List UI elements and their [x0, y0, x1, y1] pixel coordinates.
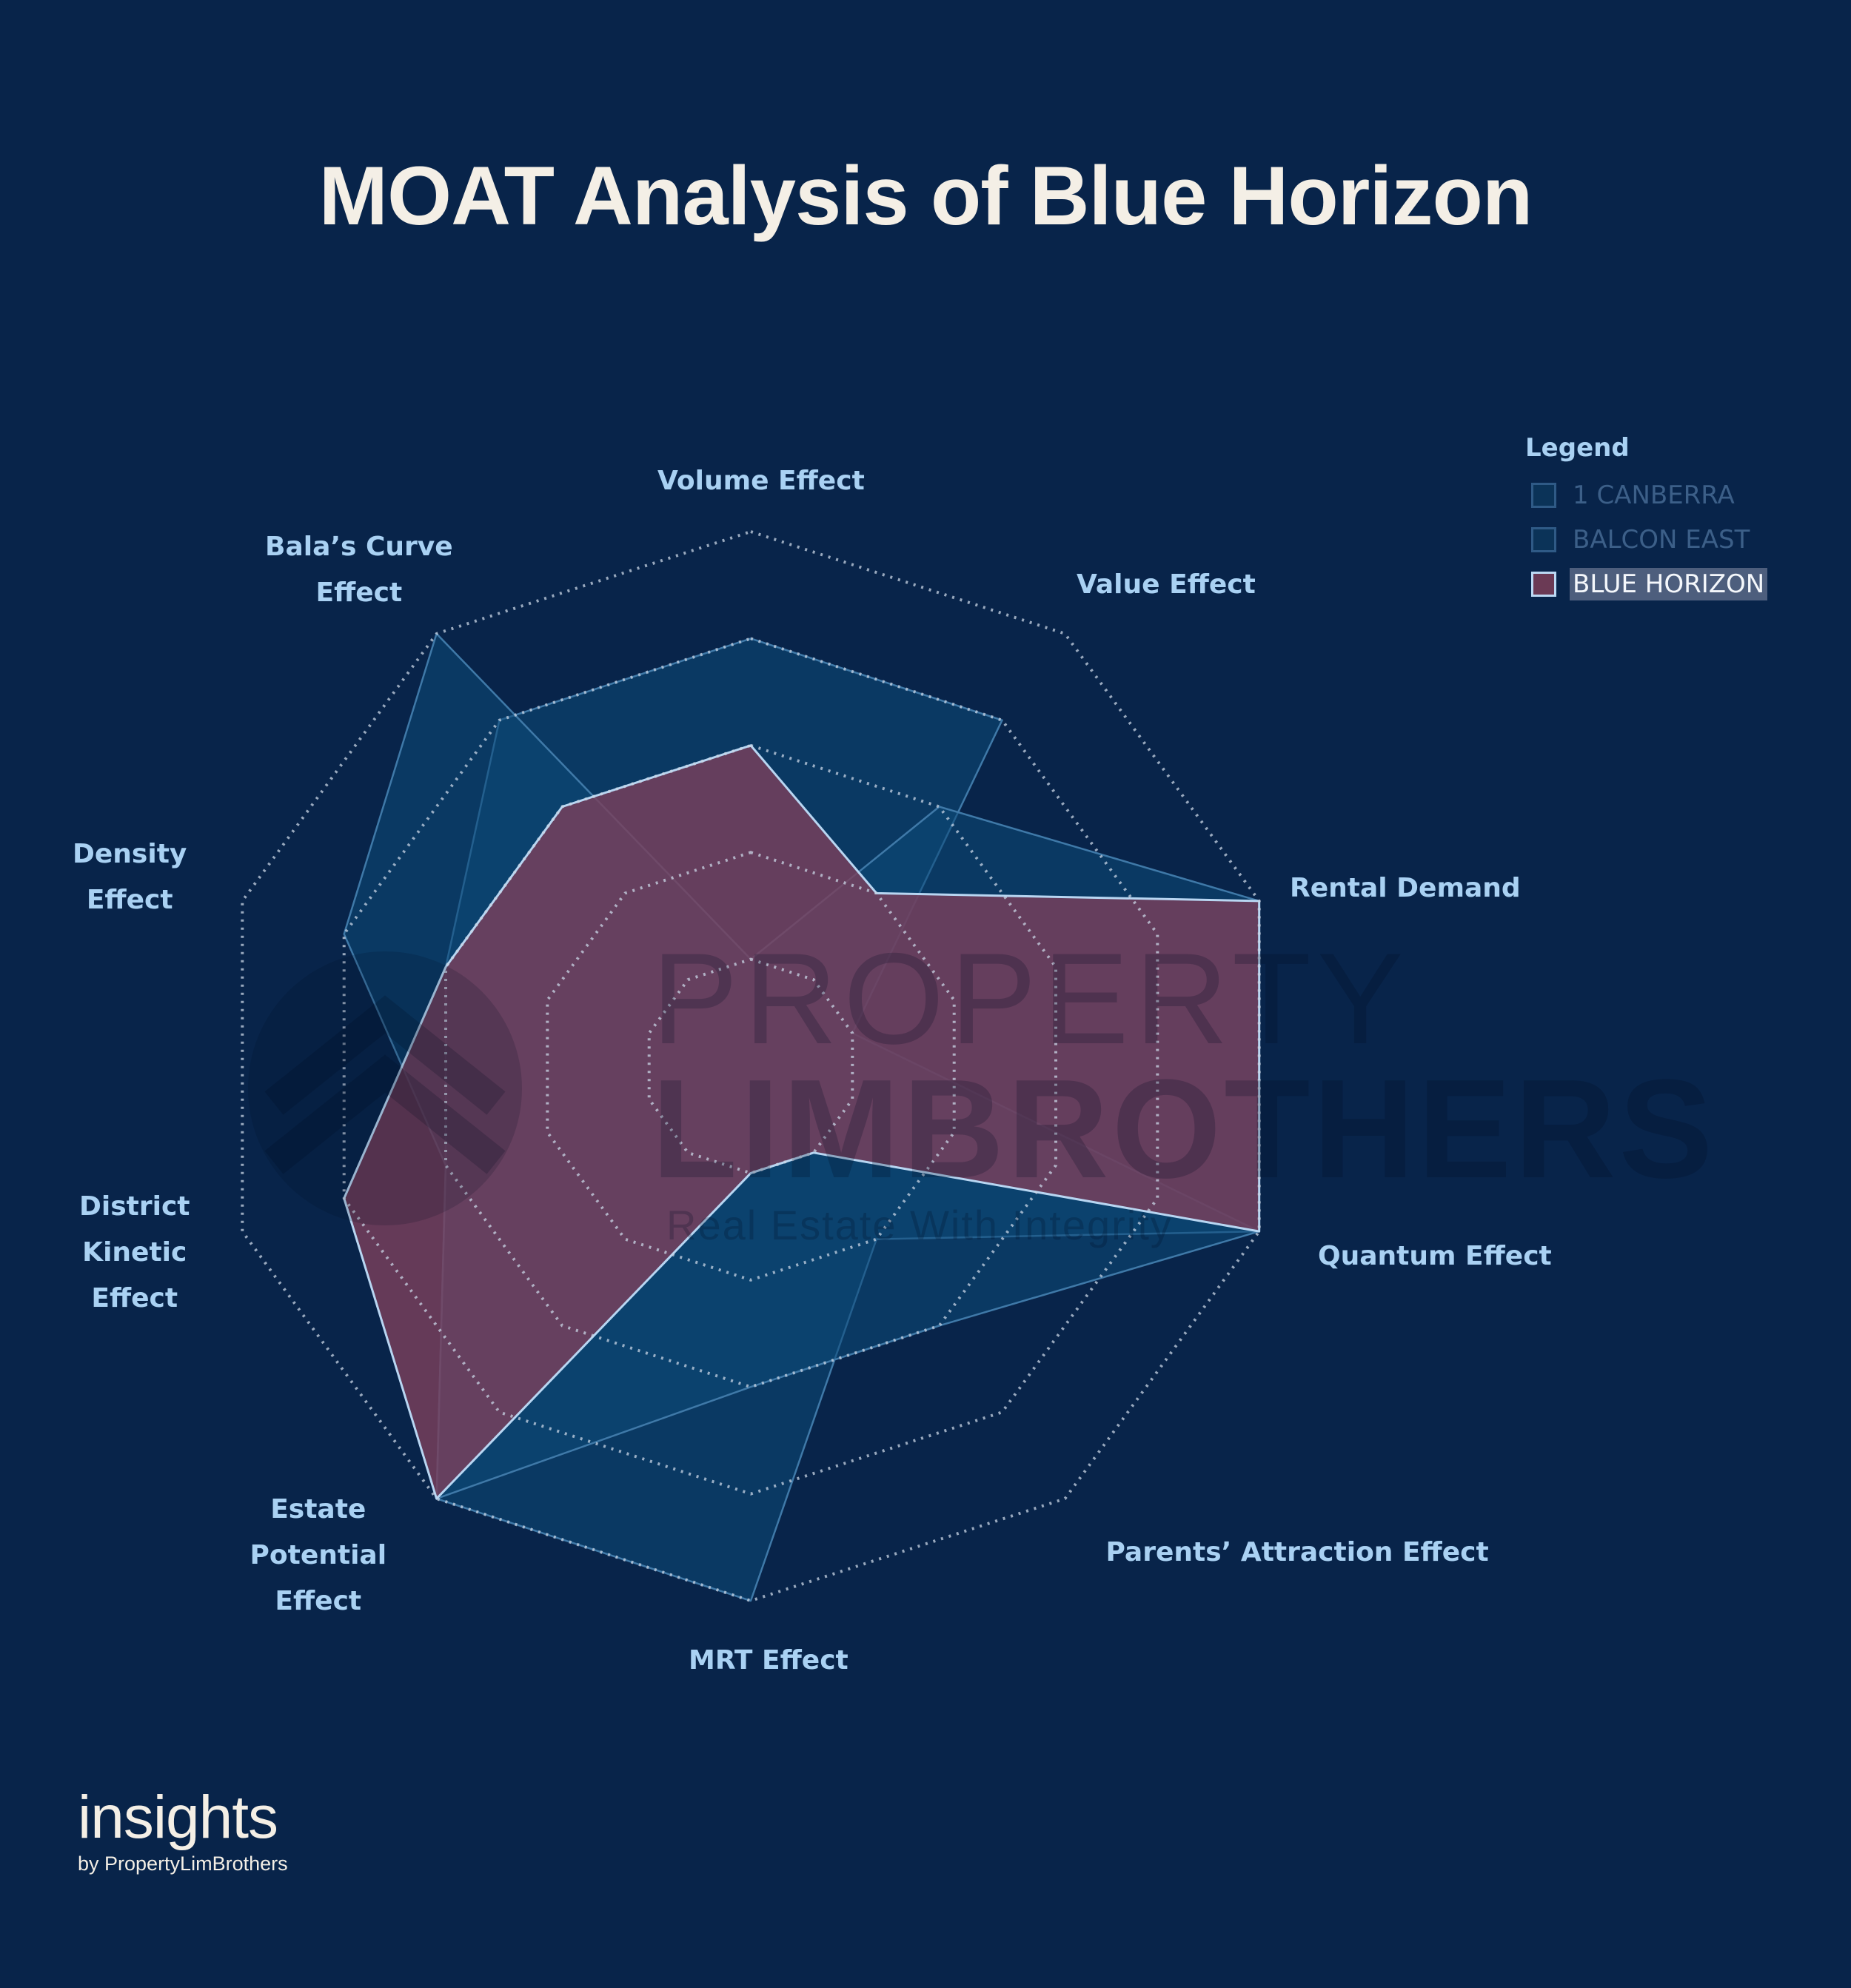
axis-label-line: Kinetic	[82, 1237, 187, 1268]
legend-swatch	[1531, 527, 1556, 552]
axis-label-line: Effect	[86, 885, 173, 915]
axis-label-parents-attraction-effect: Parents’ Attraction Effect	[1106, 1530, 1489, 1576]
legend-item-1-canberra[interactable]: 1 CANBERRA	[1525, 473, 1767, 518]
legend-label: BALCON EAST	[1573, 525, 1750, 555]
series-blue-horizon[interactable]	[343, 744, 1261, 1500]
axis-label-line: District	[79, 1191, 190, 1222]
axis-label-rental-demand: Rental Demand	[1290, 866, 1521, 911]
axis-label-density-effect: Density Effect	[73, 831, 187, 923]
axis-label-volume-effect: Volume Effect	[657, 458, 865, 504]
legend-item-balcon-east[interactable]: BALCON EAST	[1525, 518, 1767, 562]
axis-label-bala-s-curve-effect: Bala’s Curve Effect	[265, 524, 453, 616]
axis-label-line: Effect	[315, 578, 403, 608]
axis-label-quantum-effect: Quantum Effect	[1318, 1234, 1552, 1279]
legend-label: BLUE HORIZON	[1570, 568, 1768, 600]
axis-label-line: Effect	[91, 1283, 178, 1313]
axis-label-line: Quantum Effect	[1318, 1241, 1552, 1271]
grid-ring-2	[546, 851, 956, 1282]
axis-label-estate-potential-effect: Estate Potential Effect	[250, 1487, 387, 1624]
axis-label-line: Density	[73, 839, 187, 869]
axis-label-mrt-effect: MRT Effect	[689, 1638, 848, 1684]
axis-label-value-effect: Value Effect	[1077, 562, 1256, 608]
legend: Legend 1 CANBERRA BALCON EAST BLUE HORIZ…	[1525, 433, 1768, 606]
axis-label-line: Bala’s Curve	[265, 532, 453, 562]
brand-name: insights	[78, 1784, 278, 1851]
grid-ring-4	[342, 637, 1159, 1496]
axis-label-line: MRT Effect	[689, 1645, 848, 1676]
legend-title: Legend	[1525, 433, 1630, 463]
axis-label-line: Potential	[250, 1540, 387, 1570]
axis-label-line: Estate	[270, 1494, 366, 1525]
brand-byline: by PropertyLimBrothers	[78, 1853, 288, 1875]
radar-series	[343, 632, 1261, 1602]
brand-logo: insights by PropertyLimBrothers	[78, 1784, 288, 1876]
legend-item-blue-horizon[interactable]: BLUE HORIZON	[1525, 562, 1768, 606]
axis-label-district-kinetic-effect: District Kinetic Effect	[79, 1184, 190, 1322]
legend-swatch	[1531, 483, 1556, 508]
legend-swatch	[1531, 572, 1556, 597]
legend-label: 1 CANBERRA	[1573, 481, 1735, 510]
axis-label-line: Parents’ Attraction Effect	[1105, 1537, 1489, 1567]
axis-label-line: Value Effect	[1077, 569, 1256, 600]
grid-ring-5	[241, 529, 1261, 1603]
axis-label-line: Volume Effect	[657, 466, 865, 496]
chart-title: MOAT Analysis of Blue Horizon	[318, 150, 1533, 242]
axis-label-line: Rental Demand	[1290, 873, 1521, 903]
axis-label-line: Effect	[275, 1586, 362, 1616]
